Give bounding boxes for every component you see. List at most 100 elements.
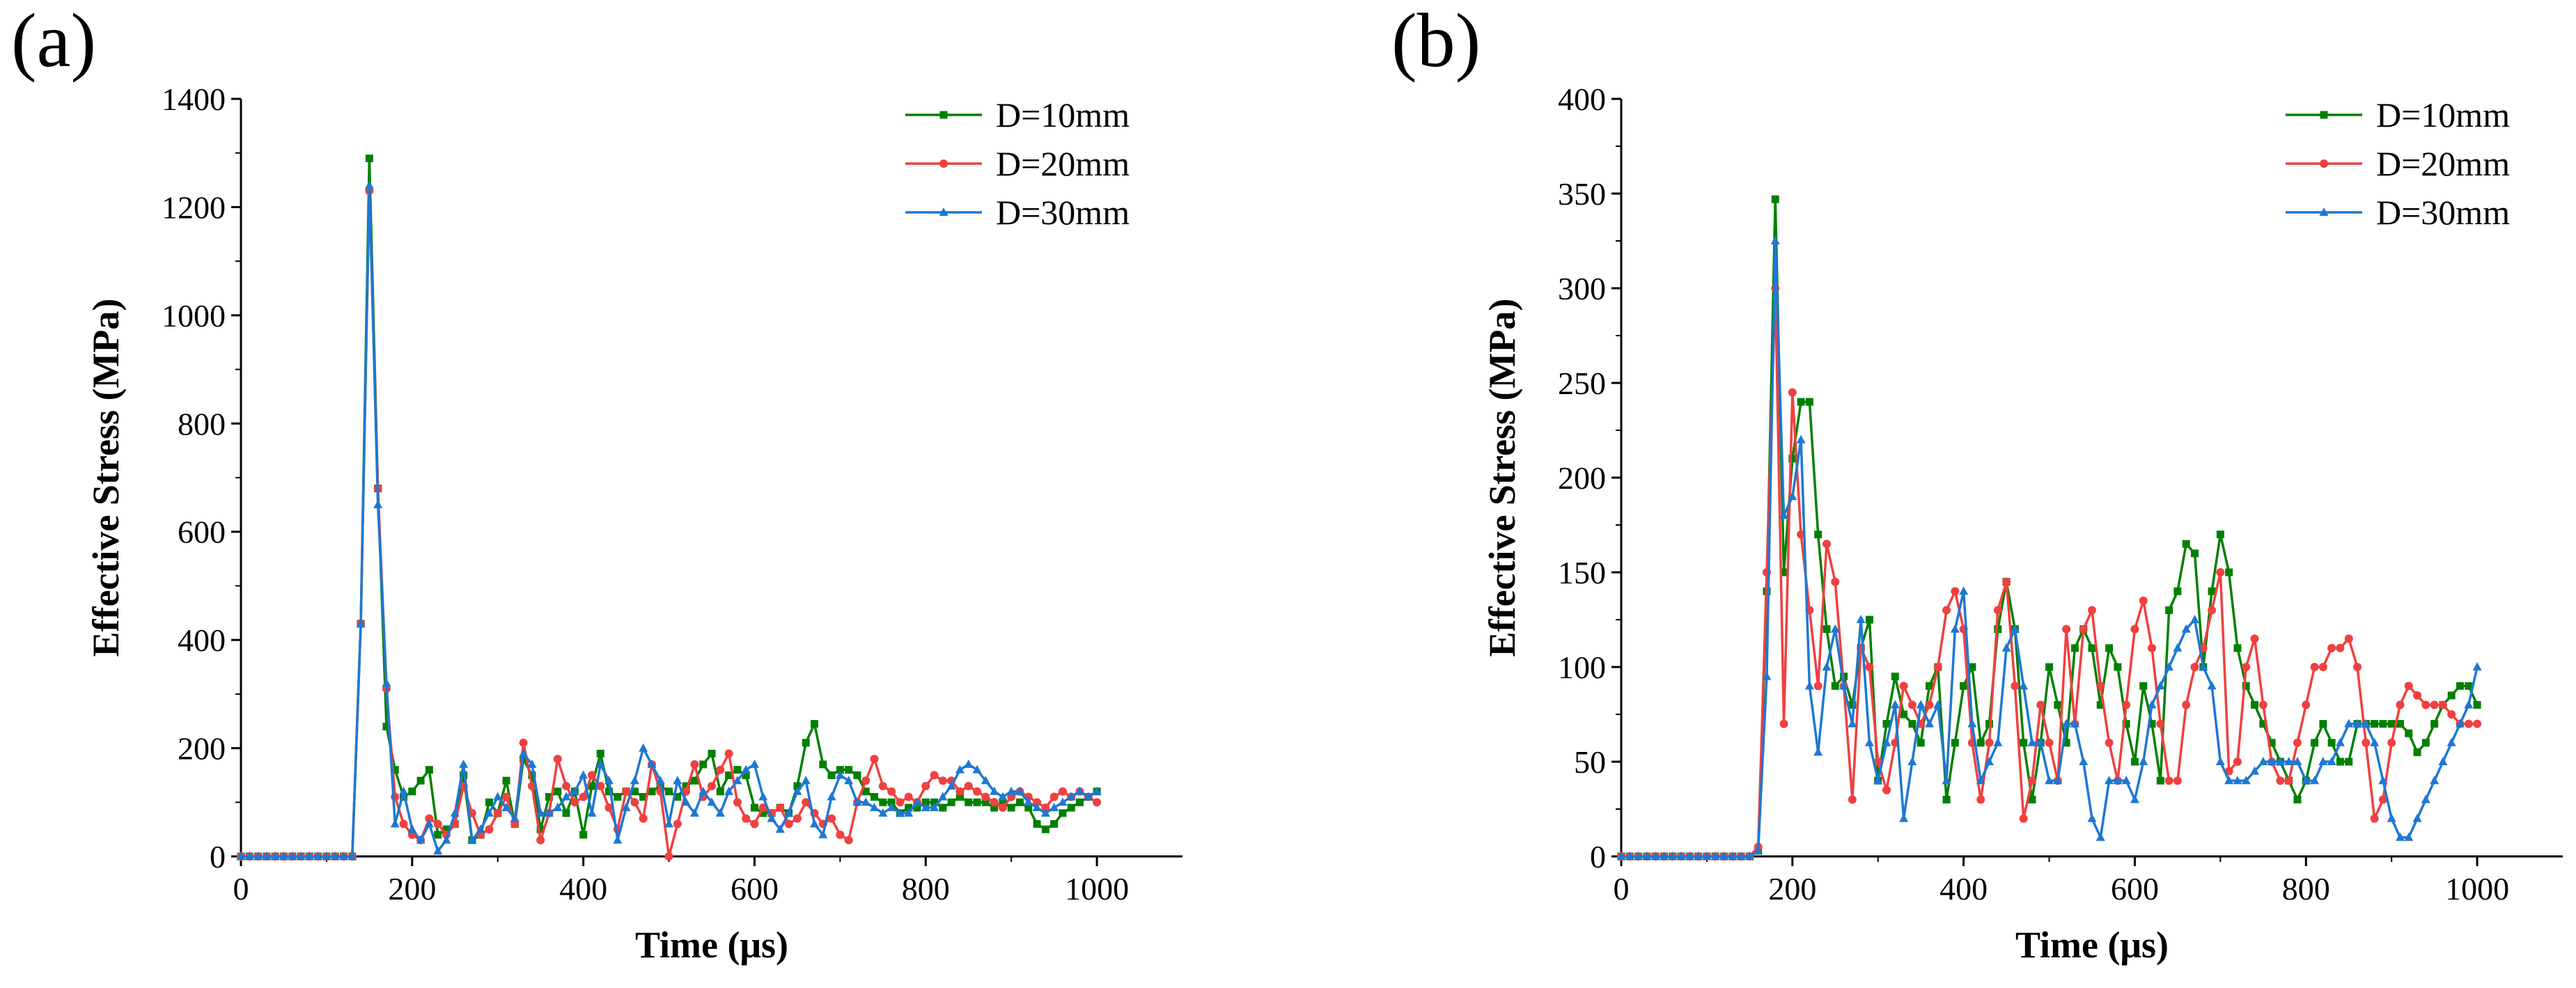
data-point	[716, 787, 724, 796]
data-point	[921, 803, 930, 812]
data-point	[1797, 398, 1805, 406]
data-point	[2259, 720, 2267, 728]
data-point	[2087, 813, 2097, 822]
data-point	[2182, 540, 2190, 548]
data-point	[972, 764, 982, 774]
data-point	[2387, 738, 2396, 747]
data-point	[2096, 700, 2105, 709]
data-point	[673, 776, 682, 785]
data-point	[313, 852, 323, 860]
data-point	[895, 808, 905, 817]
data-point	[442, 825, 451, 833]
data-point	[2430, 720, 2439, 728]
y-tick-label: 0	[1590, 839, 1606, 875]
data-point	[2173, 643, 2183, 652]
data-point	[2327, 643, 2336, 652]
data-point	[724, 749, 733, 758]
data-point	[2208, 587, 2216, 595]
data-point	[2293, 757, 2302, 765]
data-point	[2371, 720, 2379, 728]
data-point	[2011, 682, 2020, 691]
data-point	[536, 836, 545, 845]
x-tick-label: 400	[1939, 871, 1988, 907]
data-point	[2242, 663, 2251, 671]
data-point	[391, 766, 399, 774]
data-point	[561, 792, 571, 801]
data-point	[2130, 758, 2139, 766]
data-point	[536, 808, 545, 817]
data-point	[1805, 398, 1813, 406]
data-point	[2430, 776, 2440, 785]
data-point	[1702, 852, 1712, 860]
data-point	[742, 771, 750, 779]
data-point	[1058, 787, 1067, 796]
data-point	[2302, 700, 2311, 709]
data-point	[630, 787, 639, 796]
data-point	[1856, 615, 1866, 623]
data-point	[416, 776, 425, 785]
x-tick-label: 800	[2282, 871, 2330, 907]
data-point	[1642, 852, 1652, 860]
data-point	[827, 771, 836, 779]
data-point	[844, 836, 853, 845]
data-point	[2113, 776, 2123, 785]
data-point	[2036, 700, 2045, 709]
data-point	[2062, 625, 2071, 634]
data-point	[553, 755, 562, 764]
data-point	[964, 759, 974, 768]
data-point	[733, 776, 742, 785]
data-point	[621, 803, 631, 812]
data-point	[1736, 852, 1746, 860]
data-point	[2447, 691, 2456, 700]
data-point	[1719, 852, 1728, 860]
data-point	[2327, 739, 2336, 747]
data-point	[2027, 737, 2037, 746]
data-point	[2216, 568, 2225, 577]
data-point	[2045, 738, 2054, 747]
data-point	[1788, 492, 1797, 501]
data-point	[2438, 757, 2448, 765]
data-point	[947, 798, 955, 806]
data-point	[536, 825, 545, 833]
data-point	[1780, 568, 1788, 577]
y-tick-label: 50	[1574, 744, 1606, 780]
data-point	[596, 781, 605, 790]
x-tick-label: 800	[902, 871, 950, 907]
data-point	[1882, 737, 1891, 746]
data-point	[1075, 786, 1085, 795]
data-point	[322, 852, 331, 860]
data-point	[1848, 719, 1857, 728]
data-point	[253, 852, 263, 860]
data-point	[2310, 776, 2320, 785]
data-point	[2088, 606, 2096, 615]
data-point	[1882, 720, 1891, 728]
legend-label: D=20mm	[996, 144, 1130, 183]
data-point	[1942, 776, 1951, 785]
data-point	[493, 808, 502, 817]
data-point	[1744, 852, 1754, 860]
data-point	[913, 803, 921, 812]
data-point	[1951, 739, 1959, 747]
data-point	[476, 824, 485, 833]
y-axis-title: Effective Stress (MPa)	[1481, 299, 1523, 657]
data-point	[373, 499, 383, 508]
data-point	[424, 819, 434, 828]
legend-marker	[2319, 207, 2329, 216]
x-axis-title: Time (μs)	[635, 924, 788, 966]
data-point	[802, 798, 811, 807]
data-point	[2062, 739, 2070, 747]
data-point	[2216, 531, 2224, 539]
data-point	[1779, 719, 1788, 728]
x-tick-label: 0	[233, 871, 249, 907]
data-point	[579, 770, 588, 779]
data-point	[871, 793, 879, 801]
data-point	[442, 835, 451, 844]
data-point	[998, 803, 1007, 813]
data-point	[1985, 757, 1995, 765]
data-point	[1015, 786, 1024, 795]
data-point	[990, 786, 999, 795]
data-point	[416, 835, 426, 844]
data-point	[2413, 691, 2422, 700]
data-point	[1788, 388, 1797, 397]
data-point	[870, 803, 880, 812]
